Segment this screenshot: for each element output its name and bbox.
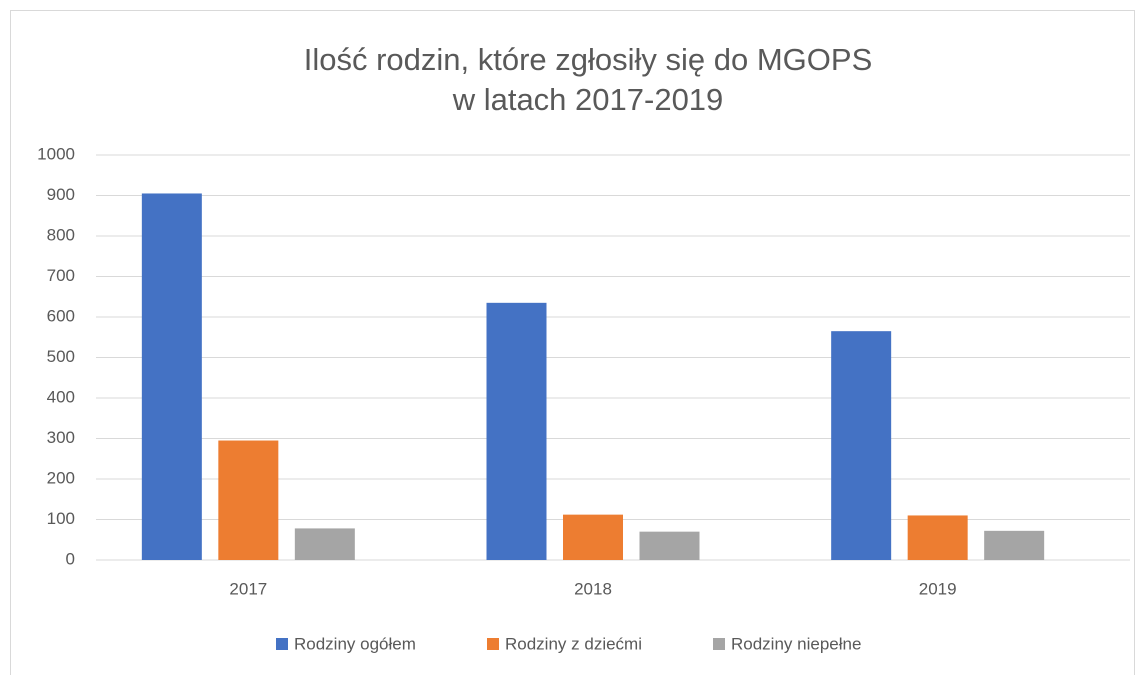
legend-label: Rodziny ogółem	[294, 634, 416, 653]
legend-label: Rodziny z dziećmi	[505, 634, 642, 653]
chart-title: Ilość rodzin, które zgłosiły się do MGOP…	[304, 42, 873, 77]
legend-swatch	[487, 638, 499, 650]
bar	[486, 302, 547, 560]
y-tick-label: 700	[47, 266, 75, 285]
y-tick-label: 200	[47, 468, 75, 487]
y-tick-label: 900	[47, 185, 75, 204]
bar	[907, 515, 968, 560]
y-tick-label: 600	[47, 306, 75, 325]
x-tick-label: 2018	[574, 579, 612, 598]
bar	[639, 531, 700, 560]
y-tick-label: 800	[47, 225, 75, 244]
y-tick-label: 0	[66, 549, 75, 568]
legend-swatch	[276, 638, 288, 650]
bar	[831, 331, 892, 560]
bar	[984, 530, 1045, 560]
y-tick-label: 400	[47, 387, 75, 406]
bar	[294, 528, 355, 560]
x-tick-label: 2017	[229, 579, 267, 598]
legend-swatch	[713, 638, 725, 650]
chart-title: w latach 2017-2019	[452, 82, 724, 117]
bar	[563, 514, 623, 560]
legend-label: Rodziny niepełne	[731, 634, 861, 653]
y-tick-label: 300	[47, 428, 75, 447]
bar	[141, 193, 202, 560]
y-tick-label: 1000	[37, 144, 75, 163]
x-tick-label: 2019	[919, 579, 957, 598]
bar	[218, 440, 279, 560]
y-tick-label: 100	[47, 509, 75, 528]
y-tick-label: 500	[47, 347, 75, 366]
